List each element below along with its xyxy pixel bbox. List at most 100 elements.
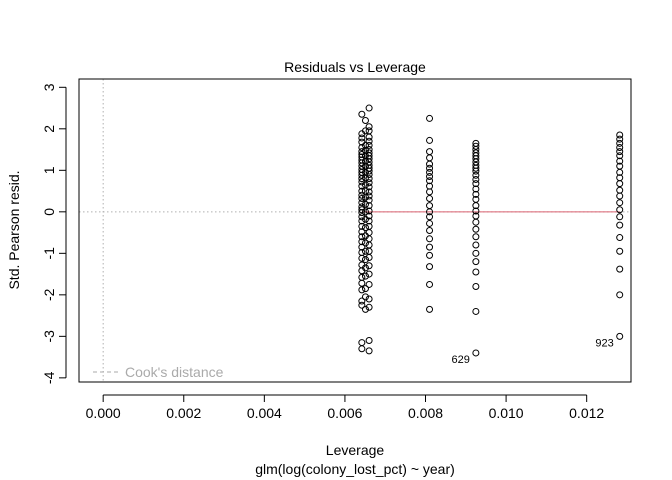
data-point: [616, 148, 624, 156]
x-tick-label: 0.004: [247, 405, 282, 421]
data-point: [358, 110, 366, 118]
data-point: [472, 180, 480, 188]
data-point: [365, 123, 373, 131]
chart-title: Residuals vs Leverage: [284, 59, 426, 75]
data-point: [358, 217, 366, 225]
data-point: [472, 283, 480, 291]
data-point: [472, 175, 480, 183]
data-point: [616, 291, 624, 299]
data-point: [365, 192, 373, 200]
data-point: [365, 253, 373, 261]
data-point: [426, 195, 434, 203]
data-point: [361, 305, 369, 313]
data-point: [365, 303, 373, 311]
data-point: [358, 238, 366, 246]
data-point: [426, 164, 434, 172]
data-point: [365, 179, 373, 187]
data-point: [358, 273, 366, 281]
data-point: [365, 280, 373, 288]
data-point: [361, 117, 369, 125]
data-point: [616, 199, 624, 207]
y-tick-label: -2: [41, 288, 57, 301]
data-point: [426, 243, 434, 251]
data-point: [358, 243, 366, 251]
data-point: [616, 332, 624, 340]
data-point: [358, 134, 366, 142]
x-tick-label: 0.006: [327, 405, 362, 421]
data-point: [426, 168, 434, 176]
data-point: [426, 263, 434, 271]
data-point: [365, 155, 373, 163]
data-point: [358, 345, 366, 353]
data-point: [472, 249, 480, 257]
data-point: [616, 247, 624, 255]
data-point: [365, 295, 373, 303]
data-point: [426, 160, 434, 168]
data-point: [365, 104, 373, 112]
data-point: [426, 173, 434, 181]
data-point: [365, 196, 373, 204]
data-point: [616, 221, 624, 229]
data-point: [358, 286, 366, 294]
data-point: [616, 265, 624, 273]
data-point: [472, 207, 480, 215]
y-tick-label: 2: [41, 125, 57, 133]
data-point: [616, 168, 624, 176]
data-point: [472, 258, 480, 266]
data-point: [426, 177, 434, 185]
data-point: [365, 127, 373, 135]
y-tick-label: -3: [41, 330, 57, 343]
data-point: [365, 170, 373, 178]
data-point: [365, 247, 373, 255]
data-point: [361, 168, 369, 176]
data-point: [472, 307, 480, 315]
data-point: [358, 209, 366, 217]
data-point: [358, 254, 366, 262]
data-point: [616, 131, 624, 139]
data-point: [365, 347, 373, 355]
data-point: [358, 175, 366, 183]
y-tick-label: -1: [41, 247, 57, 260]
data-point: [365, 262, 373, 270]
data-point: [472, 155, 480, 163]
data-point: [361, 247, 369, 255]
data-point: [426, 305, 434, 313]
data-point: [426, 114, 434, 122]
data-point: [358, 297, 366, 305]
data-point: [358, 222, 366, 230]
data-point: [358, 233, 366, 241]
data-point: [358, 206, 366, 214]
data-point: [426, 213, 434, 221]
data-point: [358, 151, 366, 159]
data-point: [365, 229, 373, 237]
data-point: [616, 139, 624, 147]
data-point: [472, 268, 480, 276]
data-point: [616, 186, 624, 194]
data-point: [365, 202, 373, 210]
data-point: [358, 228, 366, 236]
data-point: [358, 301, 366, 309]
cooks-distance-legend-label: Cook's distance: [125, 364, 224, 380]
data-point: [426, 251, 434, 259]
x-tick-label: 0.008: [408, 405, 443, 421]
plot-frame: [78, 78, 632, 383]
data-point: [361, 256, 369, 264]
data-point: [616, 206, 624, 214]
data-point: [365, 175, 373, 183]
data-point: [426, 202, 434, 210]
data-point: [358, 339, 366, 347]
data-point: [616, 213, 624, 221]
data-point: [472, 349, 480, 357]
data-point: [358, 191, 366, 199]
data-point: [472, 142, 480, 150]
data-point: [361, 141, 369, 149]
data-point: [365, 217, 373, 225]
y-tick-label: 0: [41, 208, 57, 216]
data-point: [616, 192, 624, 200]
data-point: [361, 224, 369, 232]
data-point: [426, 280, 434, 288]
data-point: [365, 183, 373, 191]
data-point: [361, 239, 369, 247]
data-point: [426, 148, 434, 156]
x-tick-label: 0.010: [489, 405, 524, 421]
